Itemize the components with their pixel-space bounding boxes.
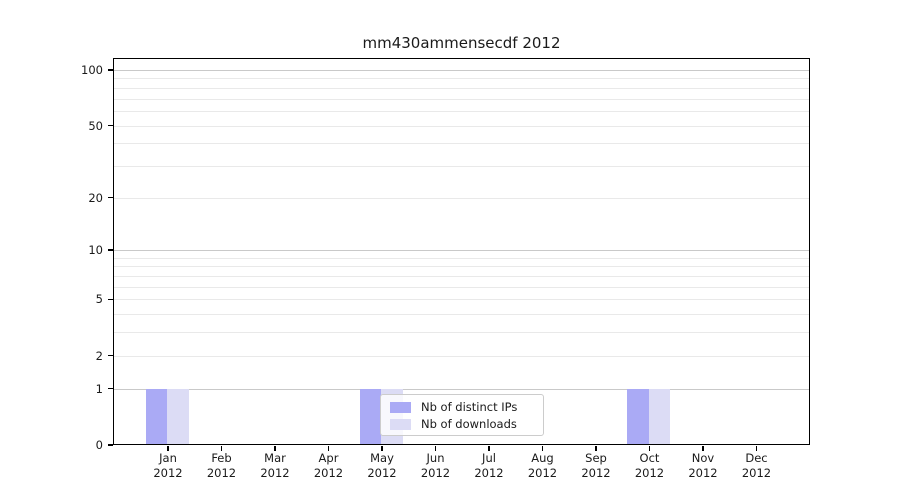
gridline-major	[114, 70, 809, 71]
x-tick-mark	[488, 446, 490, 451]
x-tick-mark	[381, 446, 383, 451]
y-tick-label: 100	[81, 63, 103, 77]
x-tick-mark	[327, 446, 330, 451]
gridline-minor	[114, 197, 809, 199]
gridline-minor	[114, 87, 809, 89]
x-tick-label: Nov 2012	[688, 451, 718, 480]
legend-entry-distinct-ips: Nb of distinct IPs	[390, 399, 537, 415]
x-tick-label: Sep 2012	[581, 451, 611, 480]
x-tick-mark	[274, 446, 276, 451]
gridlines-layer	[114, 59, 809, 444]
bar-downloads	[167, 388, 189, 444]
x-tick-label: Dec 2012	[741, 451, 772, 480]
x-tick-mark	[648, 446, 651, 451]
legend-swatch-downloads	[390, 418, 411, 430]
bar-downloads	[648, 388, 670, 444]
x-tick-mark	[220, 446, 223, 451]
bars-layer	[114, 59, 809, 444]
x-tick-label: Apr 2012	[313, 451, 344, 480]
x-tick-label: Aug 2012	[527, 451, 558, 480]
gridline-minor	[114, 110, 809, 112]
bar-distinct-ips	[359, 388, 381, 444]
x-tick-mark	[595, 446, 597, 451]
y-tick-label: 2	[95, 348, 103, 363]
gridline-major	[114, 388, 809, 390]
y-tick-label: 20	[88, 190, 103, 205]
gridline-minor	[114, 165, 809, 167]
gridline-major	[114, 250, 809, 252]
gridline-minor	[114, 266, 809, 268]
gridline-minor	[114, 332, 809, 334]
x-tick-label: Mar 2012	[260, 451, 290, 480]
bar-distinct-ips	[627, 388, 649, 444]
x-tick-mark	[541, 446, 544, 451]
gridline-minor	[114, 98, 809, 100]
gridline-minor	[114, 314, 809, 316]
gridline-minor	[114, 276, 809, 278]
x-tick-label: May 2012	[367, 451, 397, 480]
x-tick-mark	[434, 446, 437, 451]
y-tick-label: 5	[95, 292, 103, 307]
chart-title: mm430ammensecdf 2012	[362, 34, 561, 52]
legend-label-distinct-ips: Nb of distinct IPs	[421, 400, 518, 414]
legend-entry-downloads: Nb of downloads	[390, 416, 537, 432]
y-tick-label: 1	[95, 381, 103, 396]
bar-distinct-ips	[145, 388, 167, 444]
gridline-minor	[114, 286, 809, 288]
legend-swatch-distinct-ips	[390, 401, 411, 413]
x-tick-mark	[702, 446, 704, 451]
x-tick-label: Jun 2012	[420, 451, 451, 480]
gridline-minor	[114, 125, 809, 127]
gridline-minor	[114, 143, 809, 145]
plot-area	[113, 58, 810, 445]
legend: Nb of distinct IPs Nb of downloads	[380, 394, 544, 436]
gridline-minor	[114, 299, 809, 301]
x-tick-label: Jan 2012	[153, 451, 183, 480]
gridline-minor	[114, 355, 809, 357]
x-tick-label: Oct 2012	[634, 451, 665, 480]
y-tick-label: 0	[95, 438, 103, 452]
gridline-minor	[114, 78, 809, 80]
legend-label-downloads: Nb of downloads	[421, 417, 517, 431]
x-tick-label: Feb 2012	[206, 451, 237, 480]
x-tick-label: Jul 2012	[474, 451, 504, 480]
y-tick-label: 10	[88, 243, 103, 258]
x-tick-mark	[167, 446, 169, 451]
y-tick-label: 50	[88, 118, 103, 133]
gridline-minor	[114, 257, 809, 259]
x-tick-mark	[755, 446, 758, 451]
